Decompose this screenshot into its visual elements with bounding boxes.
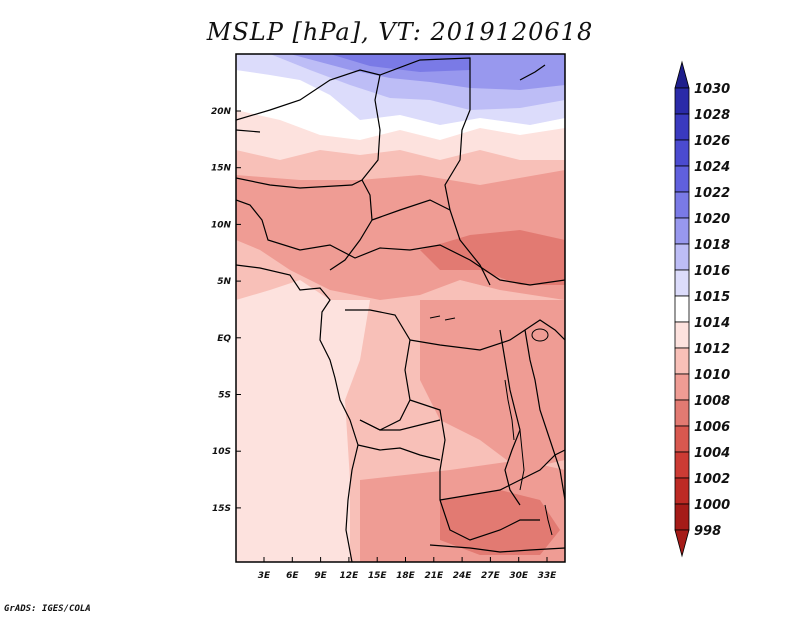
longitude-label: 24E bbox=[453, 571, 473, 581]
colorbar-level-label: 1024 bbox=[694, 160, 730, 175]
colorbar-swatch bbox=[674, 87, 690, 115]
colorbar-swatch bbox=[674, 113, 690, 141]
colorbar-swatch bbox=[674, 451, 690, 479]
pressure-band-1006-east bbox=[420, 230, 565, 285]
colorbar-swatch bbox=[674, 191, 690, 219]
colorbar-swatch bbox=[674, 295, 690, 323]
colorbar-level-label: 1002 bbox=[694, 472, 730, 487]
longitude-label: 21E bbox=[424, 571, 444, 581]
colorbar-level-label: 1020 bbox=[694, 212, 730, 227]
map-title: MSLP [hPa], VT: 2019120618 bbox=[206, 18, 594, 46]
colorbar-labels: 1030 1028 1026 1024 1022 1020 1018 1016 1015 1014… bbox=[694, 82, 730, 539]
colorbar-swatches bbox=[674, 60, 690, 558]
lake-outlines bbox=[429, 315, 553, 536]
map-frame bbox=[235, 53, 566, 563]
longitude-label: 6E bbox=[286, 571, 299, 581]
colorbar-level-label: 1004 bbox=[694, 446, 730, 461]
colorbar-swatch bbox=[674, 373, 690, 401]
colorbar-max-arrow bbox=[674, 60, 690, 89]
pressure-band-1008-east bbox=[420, 300, 565, 470]
colorbar-level-label: 1000 bbox=[694, 498, 730, 513]
colorbar-swatch bbox=[674, 243, 690, 271]
colorbar-level-label: 1012 bbox=[694, 342, 730, 357]
latitude-label: 5S bbox=[218, 391, 231, 401]
colorbar-level-label: 1026 bbox=[694, 134, 730, 149]
colorbar-level-label: 1016 bbox=[694, 264, 730, 279]
credit-text: GrADS: IGES/COLA bbox=[4, 604, 91, 614]
pressure-band-1020 bbox=[330, 54, 470, 72]
colorbar-level-label: 998 bbox=[694, 524, 721, 539]
colorbar-level-label: 1018 bbox=[694, 238, 730, 253]
longitude-label: 12E bbox=[340, 571, 360, 581]
latitude-label: 20N bbox=[211, 107, 232, 117]
colorbar-level-label: 1022 bbox=[694, 186, 730, 201]
longitude-label: 30E bbox=[509, 571, 529, 581]
colorbar-min-arrow bbox=[674, 529, 690, 558]
latitude-label: EQ bbox=[217, 334, 231, 344]
colorbar-swatch bbox=[674, 503, 690, 531]
colorbar-swatch bbox=[674, 217, 690, 245]
latitude-label: 15N bbox=[211, 164, 232, 174]
colorbar-level-label: 1006 bbox=[694, 420, 730, 435]
latitude-label: 15S bbox=[212, 504, 231, 514]
longitude-label: 18E bbox=[396, 571, 416, 581]
longitude-label: 9E bbox=[314, 571, 327, 581]
colorbar-level-label: 1008 bbox=[694, 394, 730, 409]
colorbar-level-label: 1010 bbox=[694, 368, 730, 383]
longitude-axis: 3E 6E 9E 12E 15E 18E 21E 24E 27E 30E 33E bbox=[258, 557, 557, 581]
colorbar-swatch bbox=[674, 425, 690, 453]
longitude-label: 33E bbox=[538, 571, 558, 581]
colorbar-level-label: 1028 bbox=[694, 108, 730, 123]
pressure-field bbox=[236, 54, 565, 562]
colorbar-swatch bbox=[674, 269, 690, 297]
colorbar-swatch bbox=[674, 139, 690, 167]
latitude-label: 10S bbox=[212, 447, 231, 457]
colorbar-swatch bbox=[674, 347, 690, 375]
latitude-label: 5N bbox=[217, 277, 231, 287]
country-borders bbox=[236, 57, 565, 562]
colorbar-swatch bbox=[674, 165, 690, 193]
latitude-axis: 20N 15N 10N 5N EQ 5S 10S 15S bbox=[211, 107, 241, 514]
colorbar-level-label: 1030 bbox=[694, 82, 730, 97]
colorbar-level-label: 1014 bbox=[694, 316, 730, 331]
colorbar-swatch bbox=[674, 477, 690, 505]
colorbar-swatch bbox=[674, 399, 690, 427]
pressure-band-1018 bbox=[290, 54, 565, 90]
longitude-label: 15E bbox=[368, 571, 388, 581]
longitude-label: 3E bbox=[258, 571, 271, 581]
colorbar-level-label: 1015 bbox=[694, 290, 730, 305]
colorbar-swatch bbox=[674, 321, 690, 349]
longitude-label: 27E bbox=[481, 571, 501, 581]
pressure-band-1006-south bbox=[440, 490, 560, 555]
latitude-label: 10N bbox=[211, 220, 232, 230]
